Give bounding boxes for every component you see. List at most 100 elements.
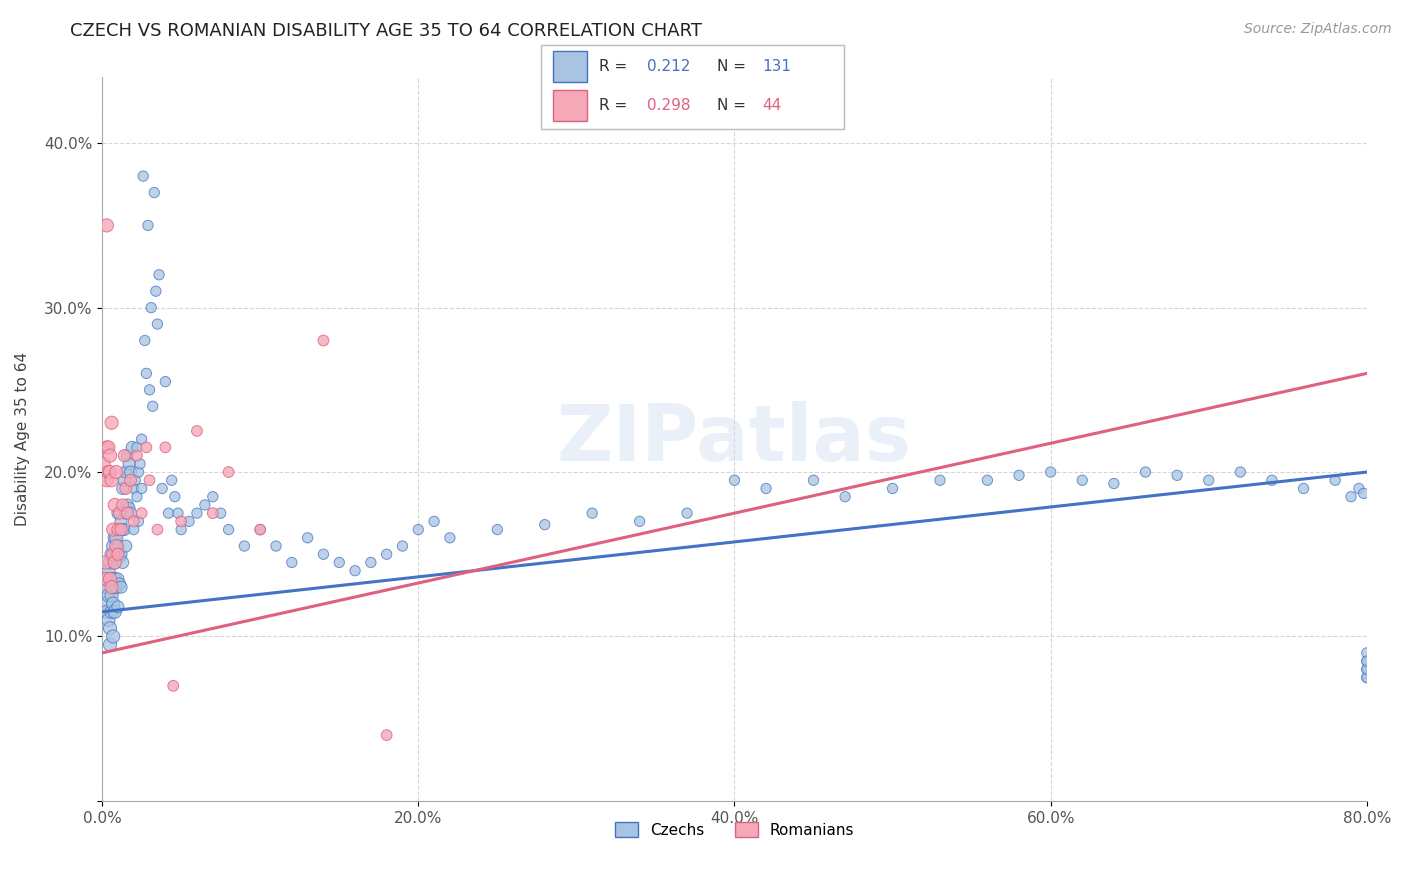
Point — [131, 506, 153, 520]
Point — [122, 514, 145, 528]
Point — [118, 501, 141, 516]
Point — [110, 514, 132, 528]
Point — [249, 523, 271, 537]
Point — [120, 465, 142, 479]
Point — [218, 523, 240, 537]
Point — [111, 498, 134, 512]
Point — [112, 523, 135, 537]
Point — [135, 441, 157, 455]
Point — [1102, 476, 1125, 491]
Point — [117, 498, 139, 512]
Point — [125, 449, 148, 463]
Bar — [554, 90, 586, 120]
Point — [111, 556, 134, 570]
Point — [581, 506, 603, 520]
Point — [146, 523, 169, 537]
Point — [101, 630, 124, 644]
Point — [155, 375, 177, 389]
Point — [101, 539, 124, 553]
Point — [146, 317, 169, 331]
Point — [375, 547, 398, 561]
Point — [98, 449, 121, 463]
Point — [1135, 465, 1157, 479]
Point — [264, 539, 287, 553]
Point — [533, 517, 555, 532]
Point — [112, 473, 135, 487]
Text: ZIPatlas: ZIPatlas — [557, 401, 912, 477]
Point — [121, 441, 143, 455]
Point — [131, 482, 153, 496]
Point — [104, 531, 127, 545]
Point — [104, 572, 127, 586]
Point — [98, 621, 121, 635]
Point — [98, 572, 121, 586]
Point — [157, 506, 180, 520]
Point — [98, 465, 121, 479]
Point — [170, 523, 193, 537]
Point — [929, 473, 952, 487]
Point — [143, 186, 166, 200]
Point — [108, 550, 131, 565]
Point — [101, 547, 124, 561]
Point — [108, 523, 131, 537]
Point — [127, 465, 149, 479]
Point — [100, 605, 122, 619]
Point — [101, 580, 124, 594]
Point — [100, 416, 122, 430]
Point — [100, 588, 122, 602]
Point — [97, 564, 120, 578]
Point — [1261, 473, 1284, 487]
Point — [976, 473, 998, 487]
Point — [281, 556, 304, 570]
Point — [1348, 482, 1371, 496]
Point — [186, 424, 208, 438]
Point — [107, 523, 129, 537]
Point — [1198, 473, 1220, 487]
Point — [135, 367, 157, 381]
Point — [124, 473, 146, 487]
Point — [1340, 490, 1362, 504]
Point — [104, 556, 127, 570]
Point — [96, 572, 118, 586]
Point — [312, 547, 335, 561]
Point — [118, 457, 141, 471]
Point — [114, 506, 136, 520]
Point — [134, 334, 156, 348]
Point — [486, 523, 509, 537]
Point — [132, 169, 155, 183]
Point — [803, 473, 825, 487]
Point — [142, 399, 165, 413]
Point — [177, 514, 200, 528]
FancyBboxPatch shape — [541, 45, 844, 129]
Legend: Czechs, Romanians: Czechs, Romanians — [609, 815, 860, 844]
Point — [1008, 468, 1031, 483]
Point — [170, 514, 193, 528]
Point — [297, 531, 319, 545]
Point — [100, 580, 122, 594]
Point — [1229, 465, 1251, 479]
Point — [150, 482, 173, 496]
Point — [96, 441, 118, 455]
Point — [105, 465, 128, 479]
Point — [97, 465, 120, 479]
Point — [110, 523, 132, 537]
Point — [1355, 654, 1378, 668]
Point — [194, 498, 217, 512]
Text: 0.212: 0.212 — [647, 59, 690, 74]
Point — [101, 523, 124, 537]
Point — [628, 514, 651, 528]
Point — [105, 531, 128, 545]
Point — [100, 547, 122, 561]
Point — [111, 482, 134, 496]
Point — [218, 465, 240, 479]
Point — [1071, 473, 1094, 487]
Point — [186, 506, 208, 520]
Point — [167, 506, 190, 520]
Text: N =: N = — [717, 98, 751, 113]
Point — [201, 506, 224, 520]
Point — [138, 473, 160, 487]
Text: R =: R = — [599, 98, 631, 113]
Point — [129, 457, 152, 471]
Point — [233, 539, 256, 553]
Point — [139, 301, 162, 315]
